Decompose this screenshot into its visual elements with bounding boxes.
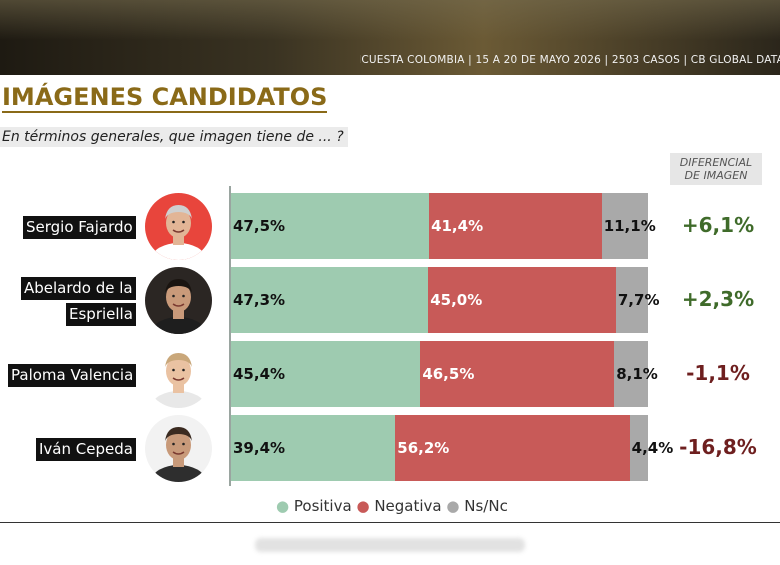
differential-value: -1,1% xyxy=(686,361,750,385)
chart-axis-line xyxy=(229,186,231,486)
survey-subtitle: ENCUESTA COLOMBIA | 15 A 20 DE MAYO 2026… xyxy=(360,54,780,66)
data-label-negative: 41,4% xyxy=(431,217,484,235)
bar-segment-negative: 41,4% xyxy=(429,193,602,259)
candidate-name: Abelardo de la xyxy=(21,277,136,300)
legend-positive-dot: ● xyxy=(276,497,290,515)
candidate-photo xyxy=(145,341,212,408)
differential-value: +2,3% xyxy=(681,287,755,311)
candidate-row: Sergio Fajardo 47,5% 41,4% 11,1% +6,1% xyxy=(0,193,780,260)
candidate-name: Espriella xyxy=(66,303,136,326)
bar-segment-negative: 56,2% xyxy=(395,415,630,481)
bar-segment-negative: 45,0% xyxy=(428,267,616,333)
data-label-positive: 47,5% xyxy=(233,217,286,235)
bar-segment-positive: 47,3% xyxy=(231,267,429,333)
data-label-ns: 4,4% xyxy=(631,439,674,457)
data-label-positive: 47,3% xyxy=(233,291,286,309)
bar-segment-ns: 7,7% xyxy=(615,267,659,333)
header-banner: ENCUESTA COLOMBIA | 15 A 20 DE MAYO 2026… xyxy=(0,0,780,75)
bar-segment-negative: 46,5% xyxy=(420,341,615,407)
differential-value: -16,8% xyxy=(679,435,757,459)
data-label-positive: 39,4% xyxy=(233,439,286,457)
data-label-ns: 7,7% xyxy=(617,291,660,309)
stacked-bar: 39,4% 56,2% 4,4% xyxy=(231,415,673,481)
bar-segment-positive: 39,4% xyxy=(231,415,396,481)
data-label-ns: 11,1% xyxy=(603,217,656,235)
differential-header-line1: DIFERENCIAL xyxy=(679,156,753,169)
page-title: IMÁGENES CANDIDATOS xyxy=(2,83,328,113)
survey-question: En términos generales, que imagen tiene … xyxy=(0,127,348,147)
candidate-photo xyxy=(145,415,212,482)
differential-header-line2: DE IMAGEN xyxy=(684,169,748,182)
data-label-negative: 46,5% xyxy=(422,365,475,383)
data-label-positive: 45,4% xyxy=(233,365,286,383)
bottom-divider xyxy=(0,522,780,523)
differential-value: +6,1% xyxy=(681,213,755,237)
blurred-footer xyxy=(255,538,525,552)
candidate-name: Sergio Fajardo xyxy=(23,216,136,239)
candidate-row: Iván Cepeda 39,4% 56,2% 4,4% -16,8% xyxy=(0,415,780,482)
bar-segment-ns: 4,4% xyxy=(629,415,673,481)
bar-segment-ns: 11,1% xyxy=(601,193,656,259)
bar-segment-positive: 47,5% xyxy=(231,193,430,259)
header-glow xyxy=(0,0,780,40)
candidate-row: Paloma Valencia 45,4% 46,5% 8,1% -1,1% xyxy=(0,341,780,408)
stacked-bar: 47,5% 41,4% 11,1% xyxy=(231,193,656,259)
stacked-bar: 45,4% 46,5% 8,1% xyxy=(231,341,658,407)
legend-positive-label: Positiva xyxy=(293,497,352,515)
subtitle-strip: ENCUESTA COLOMBIA | 15 A 20 DE MAYO 2026… xyxy=(360,50,780,72)
chart-legend: ● Positiva ● Negativa ● Ns/Nc xyxy=(276,497,508,515)
bar-segment-positive: 45,4% xyxy=(231,341,421,407)
data-label-negative: 56,2% xyxy=(397,439,450,457)
data-label-negative: 45,0% xyxy=(430,291,483,309)
candidate-photo xyxy=(145,193,212,260)
legend-ns-dot: ● xyxy=(446,497,460,515)
legend-negative-label: Negativa xyxy=(374,497,442,515)
stacked-bar: 47,3% 45,0% 7,7% xyxy=(231,267,659,333)
differential-header: DIFERENCIAL DE IMAGEN xyxy=(670,153,762,185)
candidate-name: Paloma Valencia xyxy=(8,364,137,387)
candidate-name: Iván Cepeda xyxy=(36,438,136,461)
legend-negative-dot: ● xyxy=(356,497,370,515)
legend-ns-label: Ns/Nc xyxy=(464,497,508,515)
bar-segment-ns: 8,1% xyxy=(614,341,658,407)
candidate-row: Abelardo de la Espriella 47,3% 45,0% 7,7% +2,… xyxy=(0,267,780,334)
data-label-ns: 8,1% xyxy=(616,365,658,383)
candidate-photo xyxy=(145,267,212,334)
